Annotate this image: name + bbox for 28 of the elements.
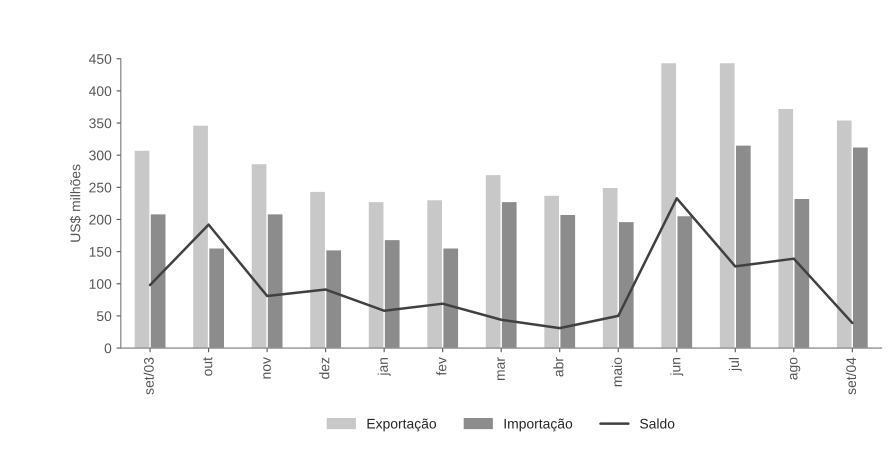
legend-label: Importação — [504, 418, 572, 432]
x-tick-label: mar — [497, 357, 505, 380]
x-tick-label: dez — [319, 358, 330, 379]
x-tick-label: jul — [728, 358, 742, 372]
y-tick-label: 400 — [88, 86, 112, 96]
x-tick-label: set/03 — [144, 358, 154, 395]
x-tick-label: ago — [790, 358, 800, 380]
line-series — [148, 197, 854, 330]
y-tick-label: 0 — [104, 343, 112, 354]
y-tick-label: 250 — [89, 182, 112, 192]
x-tick-label: jun — [670, 358, 684, 376]
y-tick-label: 450 — [88, 54, 112, 64]
legend-label: Exportação — [367, 418, 436, 432]
x-tick-label: jan — [378, 358, 391, 376]
legend-label: Saldo — [640, 418, 674, 429]
y-tick-label: 100 — [90, 279, 112, 289]
x-tick-label: set/04 — [846, 357, 856, 395]
x-tick-label: nov — [263, 357, 271, 379]
y-tick-label: 350 — [89, 118, 112, 128]
y-tick-label: 150 — [90, 246, 112, 257]
y-tick-label: 200 — [89, 214, 112, 225]
y-tick-label: 300 — [89, 150, 112, 160]
x-tick-label: fev — [436, 357, 446, 376]
x-tick-label: abr — [553, 357, 564, 377]
y-tick-label: 50 — [96, 311, 112, 322]
y-axis-title: US$ milhões — [70, 164, 82, 242]
x-tick-label: maio — [612, 358, 622, 386]
x-tick-label: out — [203, 357, 212, 376]
